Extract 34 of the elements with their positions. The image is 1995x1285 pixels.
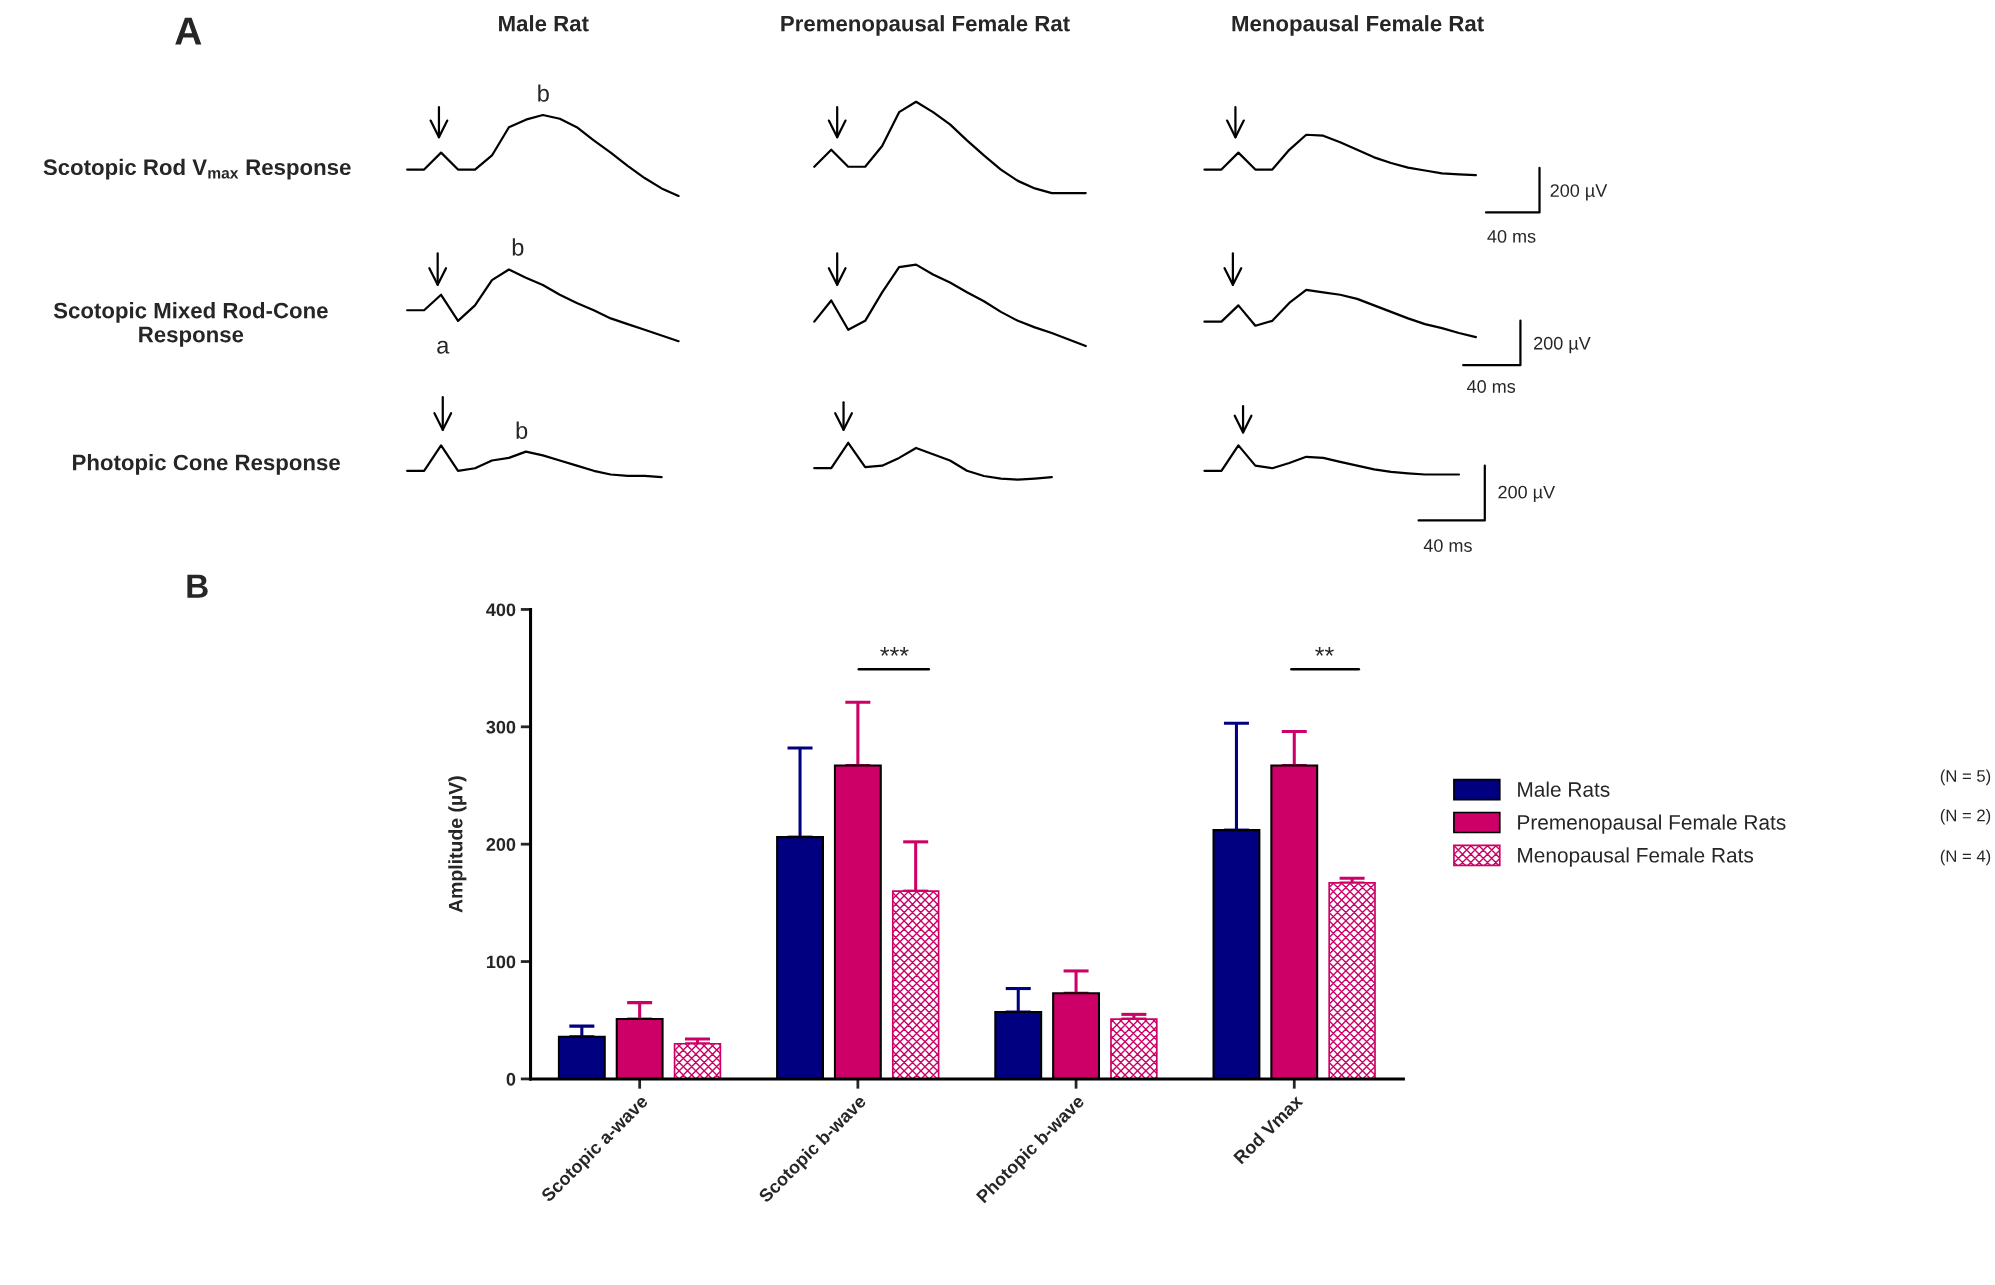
annotation: ** (1315, 647, 1334, 656)
y-tick-label: 0 (506, 1072, 516, 1086)
annotation: *** (880, 647, 909, 656)
legend-label: Premenopausal Female Rats (1518, 814, 1786, 834)
text: Male Rat (499, 15, 589, 32)
y-axis-title: Scotopic Mixed Rod-Cone Response (53, 302, 328, 347)
text: 200 µV (1550, 184, 1608, 201)
y-tick-label: 300 (486, 720, 516, 734)
y-axis-title: Amplitude (µV) (448, 776, 467, 913)
y-tick-label: 100 (486, 955, 516, 969)
text: (N = 5) (1940, 769, 1991, 786)
text: 200 µV (1534, 336, 1591, 354)
legend-label: Menopausal Female Rats (1518, 847, 1754, 867)
text: A (175, 17, 202, 45)
bar (1110, 1018, 1158, 1079)
text: Menopausal Female Rat (1232, 15, 1484, 36)
y-tick-label: 400 (486, 603, 516, 617)
text: b (538, 84, 549, 102)
text: b (512, 238, 524, 256)
text: 40 ms (1466, 380, 1516, 393)
bar (1328, 882, 1376, 1079)
legend-label: Male Rats (1518, 781, 1610, 797)
text: 40 ms (1423, 539, 1472, 552)
text: 200 µV (1498, 485, 1556, 503)
text: (N = 4) (1940, 849, 1991, 866)
annotation: a (437, 340, 450, 354)
text: (N = 2) (1940, 809, 1991, 825)
text: Premenopausal Female Rat (781, 15, 1070, 36)
y-tick-label: 200 (486, 838, 516, 851)
text: B (187, 574, 208, 598)
y-axis-title: Scotopic Rod V$_{max}$ Response (43, 158, 351, 180)
text: b (516, 421, 528, 439)
text: 40 ms (1487, 229, 1536, 243)
y-axis-title: Photopic Cone Response (73, 454, 340, 475)
